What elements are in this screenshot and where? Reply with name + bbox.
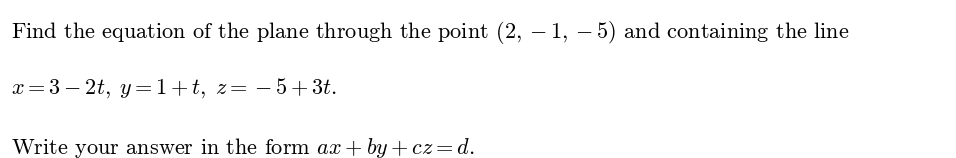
Text: Find the equation of the plane through the point $(2, -1, -5)$ and containing th: Find the equation of the plane through t… <box>11 19 850 46</box>
Text: Write your answer in the form $ax + by + cz = d.$: Write your answer in the form $ax + by +… <box>11 136 475 158</box>
Text: $x = 3 - 2t, \; y = 1 + t, \; z = -5 + 3t.$: $x = 3 - 2t, \; y = 1 + t, \; z = -5 + 3… <box>11 76 337 100</box>
